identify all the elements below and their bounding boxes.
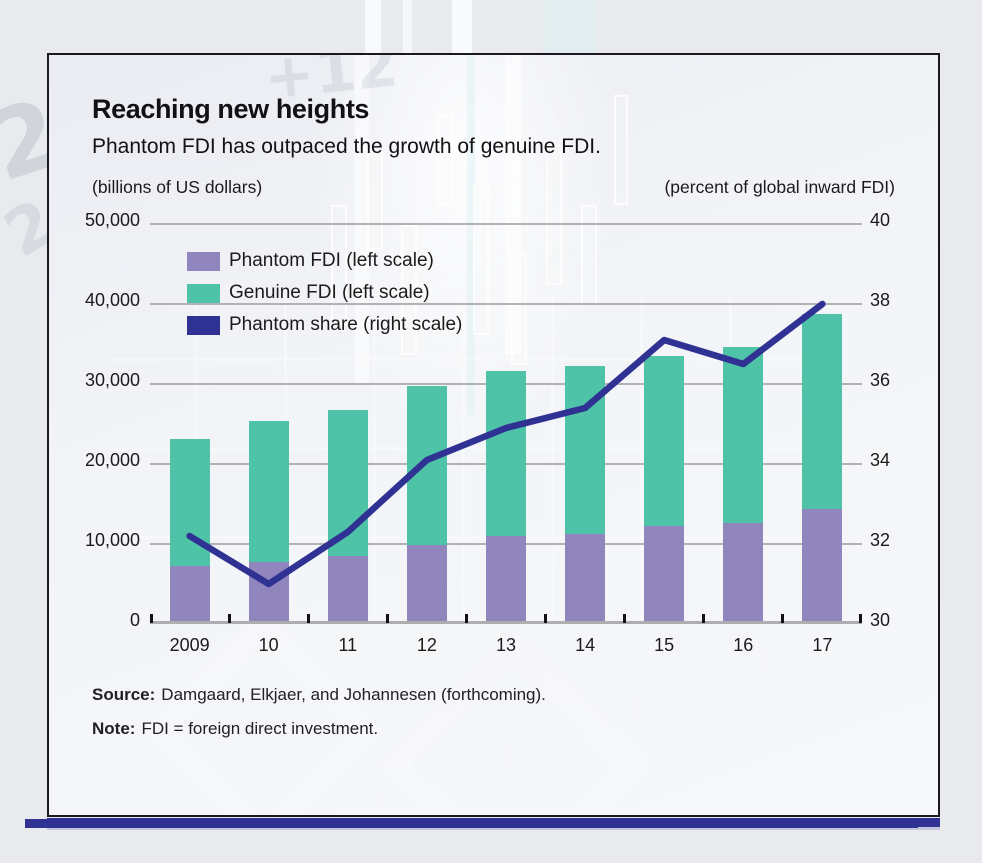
figure-card: +12 Reaching new heights Phantom FDI has… <box>47 53 940 817</box>
left-axis-tick-label: 30,000 <box>84 370 140 390</box>
legend-swatch <box>187 251 220 271</box>
left-axis-caption: (billions of US dollars) <box>92 177 263 197</box>
source-line: Source: Damgaard, Elkjaer, and Johannesen… <box>92 685 546 705</box>
x-axis-label-15: 15 <box>654 635 675 655</box>
right-axis-tick-label: 30 <box>870 610 891 630</box>
x-axis-tick <box>227 614 231 623</box>
bar-genuine-16 <box>723 347 764 524</box>
legend-label: Phantom share (right scale) <box>229 314 463 335</box>
left-axis-tick-label: 10,000 <box>84 530 140 550</box>
right-axis-tick-label: 34 <box>870 450 891 470</box>
watermark-candlestick <box>437 115 453 205</box>
bar-genuine-10 <box>248 420 289 563</box>
x-axis-tick <box>702 614 706 623</box>
chart-legend: Phantom FDI (left scale) Genuine FDI (lef… <box>187 245 462 341</box>
left-axis-tick-label: 0 <box>129 610 140 630</box>
x-axis-tick <box>859 614 862 623</box>
watermark-strip <box>403 0 412 53</box>
plot-area: Phantom FDI (left scale) Genuine FDI (lef… <box>85 210 890 655</box>
watermark-shape <box>379 630 649 815</box>
right-axis-tick-label: 40 <box>870 210 891 230</box>
legend-item-1: Phantom FDI (left scale) <box>187 245 462 277</box>
x-axis-label-14: 14 <box>575 635 596 655</box>
note-text: FDI = foreign direct investment. <box>141 719 379 738</box>
gridline <box>150 621 862 624</box>
source-label: Source: <box>92 685 156 704</box>
watermark-strip <box>545 0 597 53</box>
right-axis-tick-label: 32 <box>870 530 891 550</box>
right-axis-caption: (percent of global inward FDI) <box>664 177 895 197</box>
bar-phantom-15 <box>644 525 685 624</box>
left-axis-tick-label: 50,000 <box>84 210 140 230</box>
bar-phantom-11 <box>327 556 368 624</box>
x-axis-tick <box>464 614 468 623</box>
x-axis-label-11: 11 <box>338 635 358 655</box>
x-axis-tick <box>781 614 785 623</box>
source-text: Damgaard, Elkjaer, and Johannesen (forth… <box>161 685 546 704</box>
legend-swatch <box>187 315 220 335</box>
x-axis-label-2009: 2009 <box>169 635 210 655</box>
x-axis-tick <box>306 614 310 623</box>
bar-phantom-13 <box>486 536 526 624</box>
bar-genuine-15 <box>644 356 685 526</box>
x-axis-tick <box>623 614 627 623</box>
bar-genuine-17 <box>802 314 843 509</box>
x-axis-tick <box>385 614 389 623</box>
bar-phantom-16 <box>723 523 764 624</box>
bar-phantom-12 <box>406 544 447 624</box>
legend-label: Genuine FDI (left scale) <box>229 282 430 303</box>
watermark-candlestick <box>614 95 628 205</box>
x-axis-tick <box>544 614 548 623</box>
x-axis-label-12: 12 <box>416 635 437 655</box>
bar-phantom-14 <box>565 534 606 624</box>
legend-item-2: Genuine FDI (left scale) <box>187 277 462 309</box>
note-label: Note: <box>92 719 136 738</box>
bar-phantom-17 <box>802 508 843 624</box>
watermark-strip <box>365 0 381 53</box>
figure-title: Reaching new heights <box>92 94 370 124</box>
figure-subtitle: Phantom FDI has outpaced the growth of g… <box>92 135 601 158</box>
x-axis-tick <box>150 614 153 623</box>
x-axis-label-17: 17 <box>812 635 833 655</box>
x-axis-label-10: 10 <box>258 635 279 655</box>
legend-item-3: Phantom share (right scale) <box>187 309 462 341</box>
x-axis-label-13: 13 <box>495 635 517 655</box>
bottom-accent-bar <box>47 818 940 827</box>
legend-swatch <box>187 283 220 303</box>
legend-label: Phantom FDI (left scale) <box>229 250 434 271</box>
left-axis-tick-label: 20,000 <box>84 450 140 470</box>
phantom-share-line <box>186 300 826 588</box>
right-axis-tick-label: 36 <box>870 370 891 390</box>
x-axis-label-16: 16 <box>733 635 754 655</box>
note-line: Note: FDI = foreign direct investment. <box>92 719 378 739</box>
watermark-strip <box>452 0 472 53</box>
left-axis-tick-label: 40,000 <box>84 290 140 310</box>
right-axis-tick-label: 38 <box>870 290 891 310</box>
bar-phantom-2009 <box>169 565 210 624</box>
